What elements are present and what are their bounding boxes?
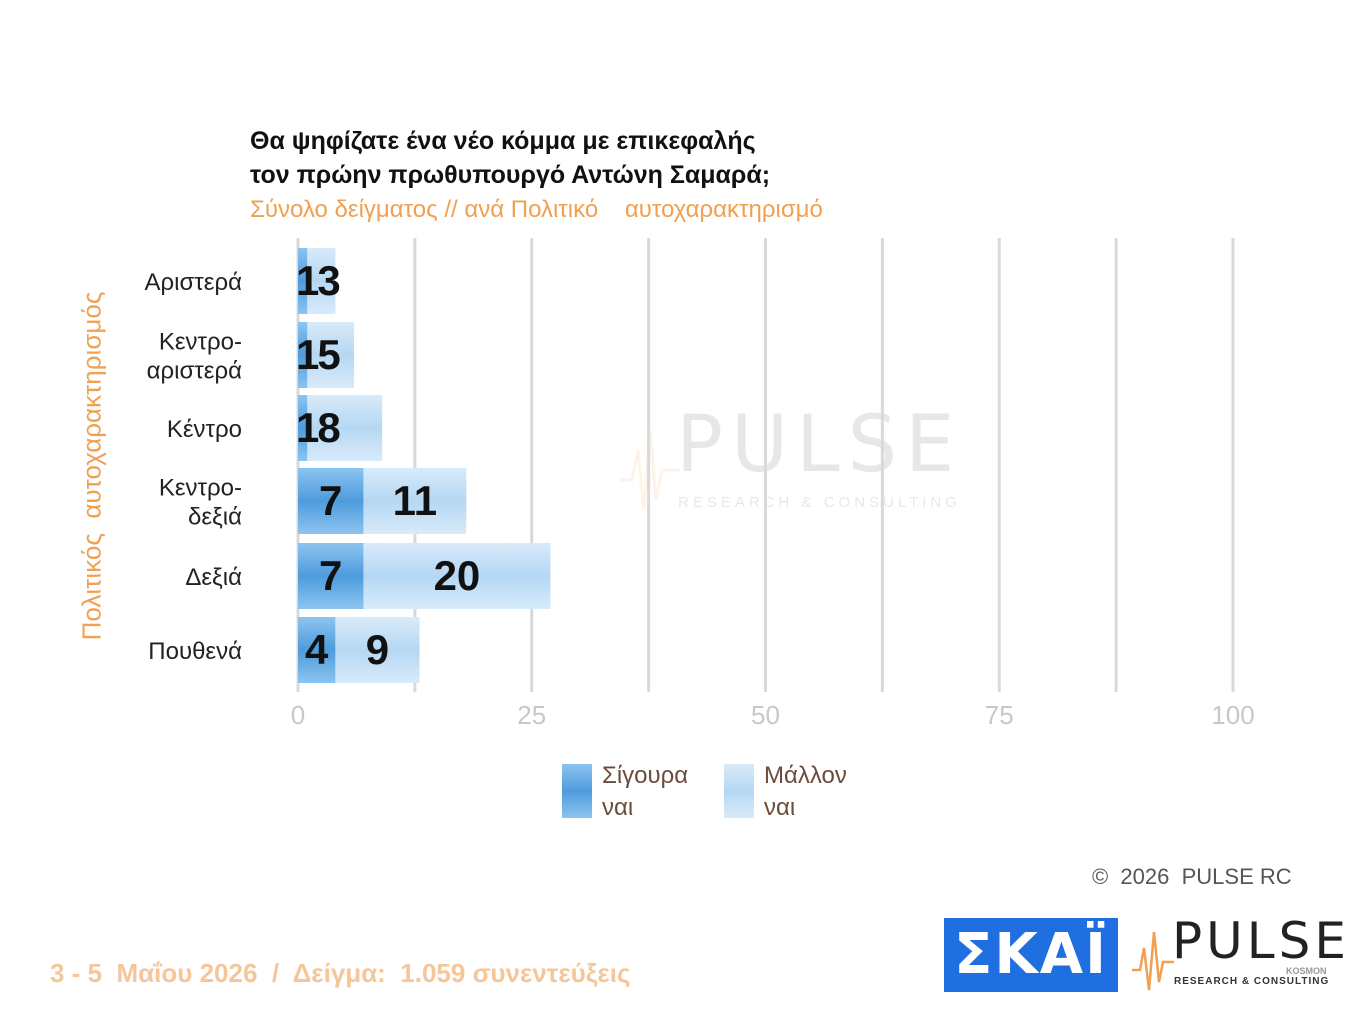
pulse-logo-word: PULSE: [1172, 912, 1350, 970]
pulse-logo: PULSE KOSMON RESEARCH & CONSULTING: [1130, 912, 1346, 998]
data-label-mallon: 20: [434, 552, 481, 599]
legend: Σίγουρα ναι Μάλλον ναι: [562, 760, 874, 824]
chart-subtitle: Σύνολο δείγματος // ανά Πολιτικό αυτοχαρ…: [250, 196, 823, 223]
data-label-sigoura: 7: [319, 552, 342, 599]
legend-label-mallon: Μάλλον ναι: [764, 762, 847, 821]
category-label: Πουθενά: [148, 638, 242, 665]
pulse-watermark-word: PULSE: [676, 400, 963, 490]
x-tick-label: 75: [985, 700, 1014, 730]
data-label-mallon: 8: [317, 404, 340, 451]
bar-sigoura-nai: [298, 468, 364, 534]
pulse-wave-icon: [1132, 931, 1174, 991]
data-label-sigoura: 1: [296, 331, 319, 378]
bar-mallon-nai: [363, 468, 467, 534]
category-label: δεξιά: [188, 504, 242, 531]
x-tick-label: 50: [751, 700, 780, 730]
bar-mallon-nai: [307, 395, 383, 461]
legend-swatch-mallon: [724, 764, 754, 818]
bar-sigoura-nai: [298, 617, 336, 683]
data-label-mallon: 5: [317, 331, 340, 378]
x-tick-label: 100: [1211, 700, 1254, 730]
chart-title-line-1: Θα ψηφίζατε ένα νέο κόμμα με επικεφαλής: [250, 127, 756, 155]
category-label: Κεντρο-: [159, 475, 242, 502]
grid-layer: [296, 238, 1235, 692]
chart-title-line-2: τον πρώην πρωθυπουργό Αντώνη Σαμαρά;: [250, 161, 771, 189]
x-tick-label: 0: [291, 700, 305, 730]
bar-sigoura-nai: [298, 395, 308, 461]
pulse-logo-kosmon: KOSMON: [1286, 966, 1327, 976]
bar-sigoura-nai: [298, 543, 364, 609]
legend-swatch-sigoura: [562, 764, 592, 818]
category-label: Αριστερά: [144, 269, 242, 296]
category-label: Κέντρο: [167, 416, 242, 443]
legend-label-sigoura: Σίγουρα ναι: [602, 762, 689, 821]
x-tick-label: 25: [517, 700, 546, 730]
bar-mallon-nai: [363, 543, 551, 609]
pulse-watermark-wave-icon: [620, 429, 680, 511]
footer-survey-info: 3 - 5 Μαΐου 2026 / Δείγμα: 1.059 συνεντε…: [50, 958, 631, 988]
pulse-logo-sub: RESEARCH & CONSULTING: [1174, 976, 1330, 987]
labels-layer: 0 25 50 75 10013Αριστερά15Κεντρο-αριστερά18Κ…: [144, 257, 1254, 730]
data-label-mallon: 11: [393, 477, 437, 524]
legend-item-mallon: Μάλλον ναι: [724, 760, 874, 824]
data-label-sigoura: 7: [319, 477, 342, 524]
bar-mallon-nai: [307, 248, 336, 314]
bar-sigoura-nai: [298, 248, 308, 314]
bar-mallon-nai: [307, 322, 355, 388]
data-label-sigoura: 1: [296, 404, 319, 451]
chart-title: Θα ψηφίζατε ένα νέο κόμμα με επικεφαλής …: [250, 124, 890, 192]
copyright: © 2026 PULSE RC: [1092, 864, 1292, 889]
data-label-mallon: 3: [317, 257, 340, 304]
data-label-sigoura: 4: [305, 626, 329, 673]
pulse-watermark-sub: RESEARCH & CONSULTING: [678, 494, 961, 511]
category-label: Δεξιά: [185, 564, 242, 591]
legend-item-sigoura: Σίγουρα ναι: [562, 760, 712, 824]
bar-mallon-nai: [335, 617, 420, 683]
bar-sigoura-nai: [298, 322, 308, 388]
data-label-sigoura: 1: [296, 257, 319, 304]
category-label: αριστερά: [147, 358, 243, 385]
pulse-watermark: PULSE RESEARCH & CONSULTING: [620, 400, 957, 520]
data-label-mallon: 9: [366, 626, 389, 673]
bars-layer: [298, 248, 551, 683]
skai-logo: ΣΚΑΪ: [944, 918, 1118, 992]
category-label: Κεντρο-: [159, 329, 242, 356]
